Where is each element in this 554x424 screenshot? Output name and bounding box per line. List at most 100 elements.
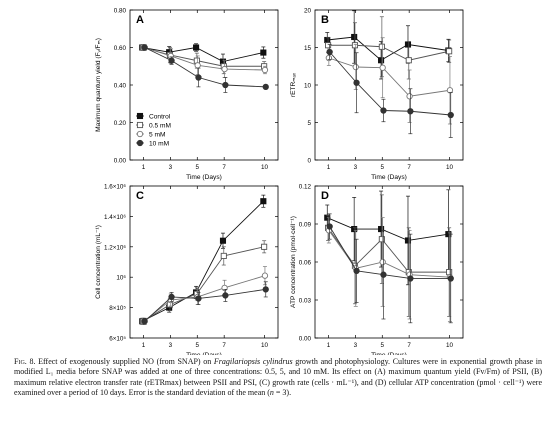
caption-text-2: growth and photophysiology. Cultures wer…	[14, 357, 542, 398]
legend-marker	[136, 121, 144, 129]
series-0-5-mm	[140, 240, 268, 325]
plot-frame	[129, 185, 279, 339]
y-tick-label: 0.06	[299, 260, 312, 267]
data-point	[405, 57, 412, 64]
x-tick-label: 1	[142, 164, 146, 171]
data-point	[407, 275, 414, 282]
x-tick-label: 3	[354, 342, 358, 349]
legend-label: Control	[149, 113, 171, 120]
data-point	[379, 258, 386, 266]
x-axis-title: Time (Days)	[186, 174, 222, 181]
data-point	[351, 226, 358, 233]
x-tick-label: 7	[222, 164, 226, 171]
data-point	[141, 318, 148, 325]
x-tick-label: 10	[446, 342, 454, 349]
legend-label: 5 mM	[149, 131, 165, 138]
data-point	[141, 44, 148, 51]
y-tick-label: 0.20	[114, 120, 127, 127]
data-point	[222, 292, 229, 299]
data-point	[378, 236, 385, 243]
data-point	[261, 272, 269, 279]
caption-species: Fragilariopsis cylindrus	[213, 357, 293, 366]
data-point	[219, 237, 227, 244]
data-point	[351, 33, 358, 41]
series-control	[324, 189, 452, 286]
y-tick-label: 6×10⁵	[109, 336, 126, 343]
y-tick-label: 0.80	[114, 8, 127, 15]
data-point	[194, 62, 201, 69]
data-point	[351, 42, 359, 49]
data-point	[446, 48, 453, 55]
data-point	[261, 66, 269, 74]
data-point	[326, 223, 333, 230]
data-point	[168, 293, 175, 301]
y-axis-title: ATP concentration (pmol·cell⁻¹)	[290, 216, 297, 308]
data-point	[446, 87, 454, 94]
x-tick-label: 7	[222, 342, 226, 349]
y-tick-label: 1.2×10⁶	[104, 244, 126, 251]
plot-frame	[314, 9, 464, 161]
x-tick-label: 10	[261, 164, 269, 171]
data-point	[168, 57, 175, 64]
data-point	[353, 267, 360, 275]
legend: Control 0.5 mM 5 mM 10 mM	[136, 112, 171, 147]
x-tick-label: 7	[407, 342, 411, 349]
data-point	[220, 252, 227, 259]
data-point	[262, 286, 269, 293]
series-line	[142, 47, 264, 63]
caption-label: Fig. 8.	[14, 357, 36, 366]
legend-marker	[136, 112, 144, 120]
legend-label: 0.5 mM	[149, 122, 171, 129]
caption-text-1: Effect of exogenously supplied NO (from …	[38, 357, 214, 366]
series-line	[327, 36, 449, 61]
series-5-mm	[140, 266, 269, 325]
x-tick-label: 5	[381, 164, 385, 171]
y-tick-label: 0.60	[114, 45, 127, 52]
x-tick-label: 1	[327, 342, 331, 349]
series-10-mm	[141, 281, 269, 325]
y-tick-label: 15	[304, 45, 312, 52]
data-point	[378, 43, 385, 50]
y-tick-label: 10⁶	[116, 275, 126, 282]
series-line	[329, 51, 451, 116]
x-tick-label: 1	[142, 342, 146, 349]
x-tick-label: 10	[261, 342, 269, 349]
data-point	[261, 243, 268, 250]
data-point	[222, 81, 229, 89]
y-tick-label: 8×10⁵	[109, 305, 126, 312]
panel-c: C 6×10⁵ 8×10⁵ 10⁶ 1.2×10⁶ 1.4×10⁶ 1.6×10⁶ 1 3 5 7 1…	[95, 184, 279, 355]
data-point	[221, 65, 228, 73]
data-point	[447, 275, 454, 282]
panel-label: D	[321, 190, 329, 202]
data-point	[379, 64, 386, 71]
data-point	[262, 83, 269, 91]
series-5-mm	[325, 217, 454, 322]
series-0-5-mm	[325, 16, 453, 80]
y-tick-label: 0	[307, 158, 311, 165]
x-tick-label: 10	[446, 164, 454, 171]
x-tick-label: 3	[354, 164, 358, 171]
series-0-5-mm	[325, 194, 453, 317]
figure-caption: Fig. 8. Effect of exogenously supplied N…	[14, 357, 542, 399]
data-point	[260, 49, 267, 56]
data-point	[352, 63, 359, 71]
y-axis-title: Maximum quantum yield (Fᵥ/Fₘ)	[95, 38, 102, 132]
caption-n: n	[269, 388, 274, 398]
data-point	[353, 79, 360, 86]
series-line	[329, 226, 451, 279]
series-5-mm	[140, 44, 269, 78]
x-tick-label: 3	[169, 164, 173, 171]
x-tick-label: 7	[407, 164, 411, 171]
data-point	[406, 93, 413, 100]
x-axis-title: Time (Days)	[371, 174, 407, 181]
data-point	[326, 48, 333, 56]
data-point	[221, 284, 228, 291]
series-line	[328, 230, 450, 278]
series-10-mm	[141, 44, 269, 93]
y-tick-label: 20	[304, 8, 312, 15]
data-point	[325, 42, 332, 49]
x-tick-label: 1	[327, 164, 331, 171]
data-point	[195, 74, 202, 81]
data-point	[325, 54, 333, 62]
x-tick-label: 3	[169, 342, 173, 349]
